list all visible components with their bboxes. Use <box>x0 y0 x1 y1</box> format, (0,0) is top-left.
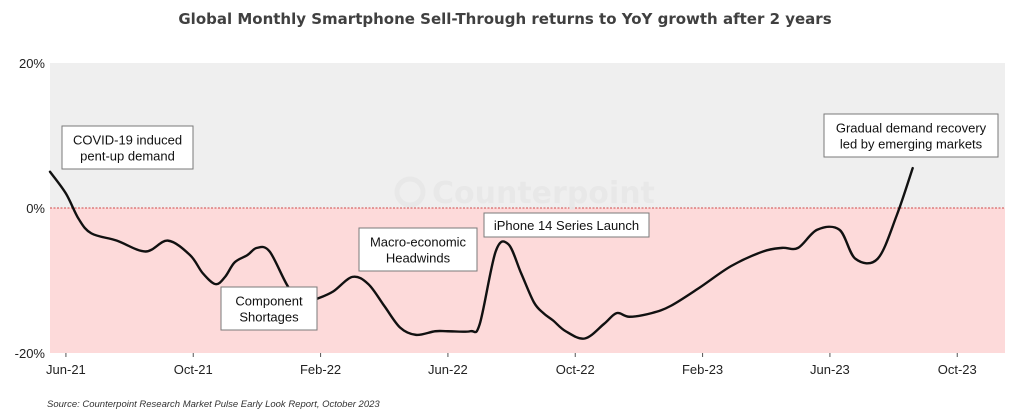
y-tick-label: 0% <box>26 201 45 216</box>
annotation-text: Gradual demand recovery <box>836 121 987 136</box>
annotation-text: Shortages <box>239 310 299 325</box>
annotation-frame <box>220 286 318 331</box>
chart-title: Global Monthly Smartphone Sell-Through r… <box>178 10 831 28</box>
y-tick-label: 20% <box>19 56 45 71</box>
x-tick-label: Jun-21 <box>46 362 86 377</box>
annotation-box: iPhone 14 Series Launch <box>483 212 650 238</box>
x-axis: Jun-21 Oct-21 Feb-22 Jun-22 Oct-22 Feb-23 Jun-… <box>46 353 977 377</box>
watermark-text: Counterpoint <box>432 176 655 211</box>
annotation-frame <box>61 125 194 170</box>
y-tick-label: -20% <box>15 346 46 361</box>
annotation-frame <box>358 227 478 272</box>
x-tick-label: Oct-22 <box>556 362 595 377</box>
watermark-logo-icon <box>394 176 426 208</box>
annotation-frame <box>483 212 650 238</box>
source-note: Source: Counterpoint Research Market Pul… <box>47 399 380 410</box>
annotation-text: Macro-economic <box>370 235 467 250</box>
annotation-text: Component <box>235 294 303 309</box>
x-tick-label: Oct-23 <box>938 362 977 377</box>
x-tick-label: Feb-22 <box>300 362 341 377</box>
annotation-text: pent-up demand <box>80 149 175 164</box>
x-tick-label: Jun-22 <box>428 362 468 377</box>
annotation-frame <box>823 113 999 158</box>
annotation-text: COVID-19 induced <box>73 133 182 148</box>
x-tick-label: Jun-23 <box>810 362 850 377</box>
annotation-text: Headwinds <box>386 251 451 266</box>
x-tick-label: Oct-21 <box>174 362 213 377</box>
y-axis: 20% 0% -20% <box>15 56 46 361</box>
annotation-text: iPhone 14 Series Launch <box>494 218 639 233</box>
series-line <box>48 166 914 340</box>
x-tick-label: Feb-23 <box>682 362 723 377</box>
watermark: Counterpoint <box>394 176 655 211</box>
series-group <box>48 166 914 340</box>
annotation-text: led by emerging markets <box>840 137 983 152</box>
